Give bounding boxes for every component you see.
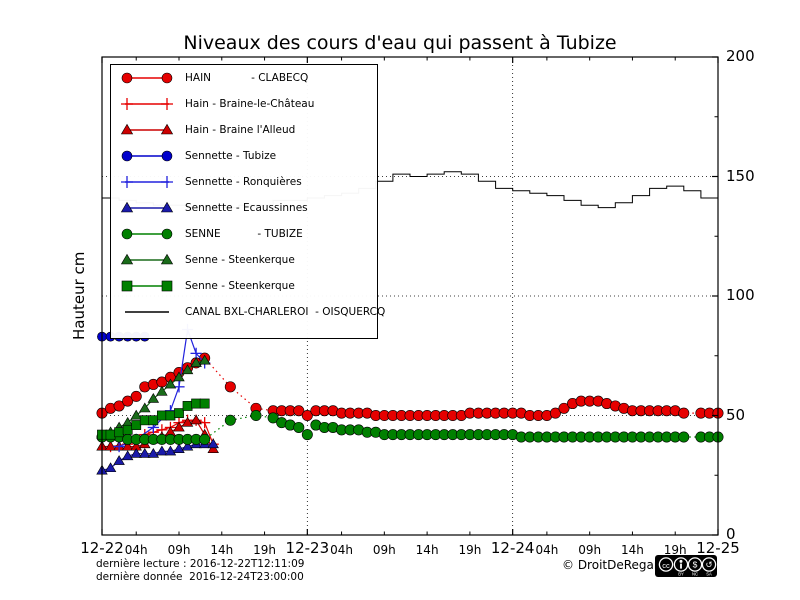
legend-item[interactable]: HAIN - CLABECQ xyxy=(111,65,377,91)
x-tick-label: 09h xyxy=(578,543,602,557)
legend-marker-circle-icon xyxy=(121,228,173,240)
x-tick-label: 19h xyxy=(253,543,276,557)
legend-item-label: Sennette - Ronquières xyxy=(185,176,302,188)
legend-item-label: Sennette - Tubize xyxy=(185,150,277,162)
legend-item[interactable]: Sennette - Tubize xyxy=(111,143,377,169)
x-tick-label: 14h xyxy=(621,543,644,557)
legend-item[interactable]: Sennette - Ronquières xyxy=(111,169,377,195)
x-tick-label: 12-22 xyxy=(80,539,124,557)
x-tick-label: 12-23 xyxy=(285,539,330,557)
legend-item[interactable]: SENNE - TUBIZE xyxy=(111,221,377,247)
x-tick-label: 14h xyxy=(415,543,439,557)
x-tick-label: 19h xyxy=(663,543,687,557)
svg-text:BY: BY xyxy=(678,572,684,577)
legend-item[interactable]: Hain - Braine l'Alleud xyxy=(111,117,377,143)
legend-item[interactable]: Sennette - Ecaussinnes xyxy=(111,195,377,221)
legend-item[interactable]: Hain - Braine-le-Château xyxy=(111,91,377,117)
chart-legend[interactable]: HAIN - CLABECQ Hain - Braine-le-Château Ha… xyxy=(110,64,385,339)
legend-item-label: Hain - Braine l'Alleud xyxy=(185,124,296,136)
series-6 xyxy=(96,409,724,445)
legend-item-label: CANAL BXL-CHARLEROI - OISQUERCQ xyxy=(185,306,386,318)
y-tick-label: 50 xyxy=(726,405,746,424)
footer-reading-info: dernière lecture : 2016-12-22T12:11:09 d… xyxy=(96,558,305,584)
series-5 xyxy=(96,438,219,475)
legend-marker-plus-icon xyxy=(121,176,173,188)
svg-text:NC: NC xyxy=(692,572,698,577)
x-tick-label: 14h xyxy=(210,543,234,557)
x-tick-label: 09h xyxy=(372,543,396,557)
legend-marker-plus-icon xyxy=(121,98,173,110)
legend-marker-circle-icon xyxy=(121,72,173,84)
legend-item[interactable]: CANAL BXL-CHARLEROI - OISQUERCQ xyxy=(111,299,385,325)
x-tick-label: 12-24 xyxy=(490,539,535,557)
legend-marker-line-icon xyxy=(125,311,169,313)
legend-marker-triangle-icon xyxy=(120,253,174,265)
svg-text:$: $ xyxy=(693,560,698,570)
data-series-layer xyxy=(96,171,724,475)
legend-marker-triangle-icon xyxy=(120,201,174,213)
legend-item[interactable]: Senne - Steenkerque xyxy=(111,273,377,299)
legend-item[interactable]: Senne - Steenkerque xyxy=(111,247,377,273)
svg-text:SA: SA xyxy=(706,572,712,577)
y-tick-label: 100 xyxy=(726,286,755,304)
x-tick-label: 12-25 xyxy=(696,539,740,557)
copyright-label: © DroitDeRegard.be xyxy=(562,558,686,572)
legend-item-label: HAIN - CLABECQ xyxy=(185,72,309,84)
axis-ticks xyxy=(101,56,719,536)
svg-text:↺: ↺ xyxy=(705,560,712,570)
legend-item-label: Senne - Steenkerque xyxy=(185,254,295,266)
y-tick-label: 150 xyxy=(726,166,755,185)
x-tick-label: 04h xyxy=(535,543,559,557)
x-tick-label: 04h xyxy=(124,543,148,557)
legend-marker-circle-icon xyxy=(121,150,173,162)
x-tick-label: 19h xyxy=(458,543,482,557)
y-tick-label: 0 xyxy=(726,525,736,543)
y-tick-label: 200 xyxy=(726,47,755,65)
chart-title: Niveaux des cours d'eau qui passent à Tu… xyxy=(183,32,617,54)
legend-item-label: SENNE - TUBIZE xyxy=(185,228,303,240)
legend-item-label: Senne - Steenkerque xyxy=(185,280,295,292)
svg-text:cc: cc xyxy=(662,561,670,570)
x-tick-label: 09h xyxy=(167,543,191,557)
legend-item-label: Sennette - Ecaussinnes xyxy=(185,202,308,214)
legend-marker-triangle-icon xyxy=(120,123,174,135)
legend-item-label: Hain - Braine-le-Château xyxy=(185,98,315,110)
x-tick-label: 04h xyxy=(330,543,353,557)
creative-commons-by-nc-sa-icon: cc $ ↺ BY NC SA xyxy=(655,555,717,577)
legend-marker-square-icon xyxy=(121,280,173,292)
